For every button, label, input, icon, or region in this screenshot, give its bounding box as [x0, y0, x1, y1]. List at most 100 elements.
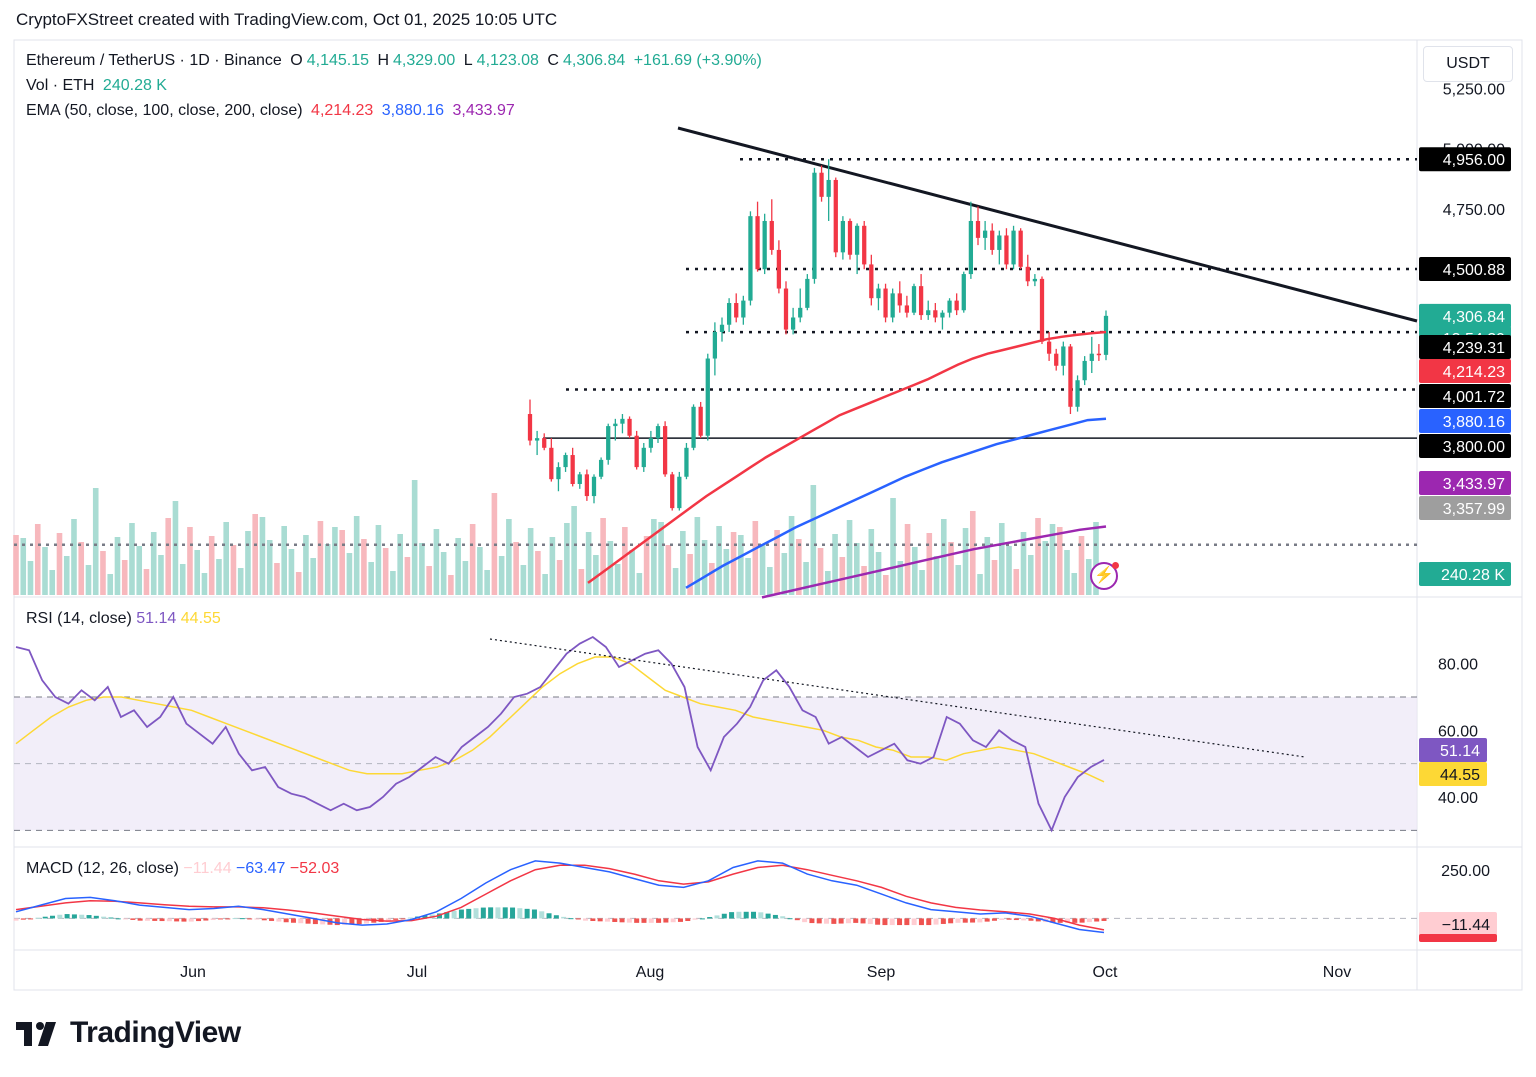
- volume-bar: [179, 564, 186, 595]
- macd-histogram-bar: [940, 918, 946, 924]
- macd-histogram-bar: [144, 918, 150, 921]
- time-tick-label: Oct: [1093, 964, 1118, 981]
- macd-histogram-bar: [510, 907, 516, 919]
- macd-histogram-bar: [400, 918, 406, 920]
- macd-histogram-bar: [721, 913, 727, 919]
- macd-histogram-bar: [897, 918, 903, 926]
- volume-bar: [390, 571, 396, 595]
- candle-body: [1018, 230, 1023, 267]
- volume-bar: [353, 516, 360, 595]
- candle-body: [1046, 341, 1052, 354]
- macd-histogram-bar: [312, 918, 318, 925]
- rsi-line: [15, 635, 1105, 833]
- close-value: 4,306.84: [562, 52, 626, 69]
- candle-body: [990, 230, 995, 250]
- time-tick-label: Sep: [867, 964, 896, 981]
- volume-bar: [295, 572, 302, 595]
- notification-dot: [1112, 562, 1119, 569]
- volume-bar: [549, 537, 556, 595]
- volume-bar: [767, 567, 773, 595]
- macd-histogram-bar: [809, 918, 815, 924]
- volume-bar: [42, 547, 48, 595]
- candle-body: [677, 476, 682, 509]
- price-tag-label: 240.28 K: [1441, 567, 1505, 584]
- volume-bar: [810, 485, 817, 595]
- volume-bar: [759, 544, 766, 595]
- macd-histogram-bar: [648, 918, 654, 923]
- candle-body: [897, 293, 902, 306]
- high-label: H: [377, 52, 390, 69]
- candle-body: [705, 358, 710, 436]
- macd-histogram-bar: [269, 918, 275, 921]
- candle-body: [684, 447, 689, 477]
- macd-histogram-bar: [743, 911, 749, 919]
- macd-histogram-bar: [86, 915, 92, 919]
- macd-histogram-bar: [166, 918, 172, 922]
- candle-body: [570, 455, 575, 484]
- volume-bar: [245, 531, 251, 595]
- volume-bar: [433, 529, 440, 595]
- volume-bar: [832, 534, 838, 595]
- rsi-ma-value: 44.55: [180, 610, 221, 627]
- candle-body: [734, 303, 739, 318]
- price-tag-label: 4,956.00: [1443, 152, 1505, 169]
- macd-histogram-bar: [962, 918, 968, 923]
- macd-legend[interactable]: MACD (12, 26, close) −11.44 −63.47 −52.0…: [26, 860, 339, 878]
- volume-bar: [774, 530, 780, 595]
- macd-histogram-bar: [991, 918, 997, 921]
- volume-bar: [600, 518, 606, 595]
- volume-bar: [520, 565, 527, 595]
- candle-body: [542, 438, 547, 448]
- macd-histogram-bar: [225, 918, 231, 920]
- volume-bar: [20, 538, 27, 595]
- macd-histogram-bar: [444, 912, 450, 919]
- macd-tag: [1419, 934, 1497, 942]
- ema50-value: 4,214.23: [311, 102, 374, 119]
- macd-histogram-bar: [882, 918, 888, 926]
- macd-histogram-bar: [261, 918, 267, 921]
- time-tick-label: Jun: [180, 964, 206, 981]
- candle-body: [961, 274, 966, 311]
- volume-bar: [752, 521, 759, 595]
- price-tag-label: 4,239.31: [1443, 340, 1505, 357]
- macd-histogram-bar: [1079, 918, 1085, 923]
- volume-bar: [1049, 524, 1056, 595]
- volume-bar: [288, 549, 295, 595]
- price-axis: 5,250.005,000.004,750.003,500.003,250.00…: [1419, 81, 1511, 942]
- volume-bar: [1027, 555, 1034, 595]
- macd-histogram-bar: [860, 918, 866, 924]
- macd-histogram-bar: [363, 918, 369, 924]
- volume-bar: [332, 527, 338, 595]
- ema-legend[interactable]: EMA (50, close, 100, close, 200, close) …: [26, 102, 519, 120]
- macd-histogram-bar: [772, 914, 778, 919]
- macd-histogram-bar: [948, 918, 954, 924]
- time-tick-label: Aug: [636, 964, 664, 981]
- macd-histogram-bar: [196, 918, 202, 922]
- candle-body: [1096, 353, 1102, 356]
- volume-bar: [92, 488, 99, 595]
- currency-button[interactable]: USDT: [1423, 46, 1513, 82]
- volume-bar: [419, 543, 425, 595]
- volume-bar: [121, 560, 128, 595]
- macd-histogram-bar: [780, 916, 786, 919]
- volume-bar: [955, 565, 962, 595]
- candle-body: [634, 435, 639, 468]
- volume-value: 240.28 K: [102, 77, 167, 94]
- symbol-legend[interactable]: Ethereum / TetherUS · 1D · Binance O 4,14…: [26, 52, 766, 70]
- volume-bar: [252, 514, 258, 595]
- macd-histogram-bar: [298, 918, 304, 924]
- candle-body: [790, 317, 796, 330]
- lightning-icon[interactable]: ⚡: [1090, 562, 1118, 590]
- candle-body: [527, 414, 533, 441]
- rsi-legend[interactable]: RSI (14, close) 51.14 44.55: [26, 610, 221, 628]
- candle-body: [1103, 315, 1109, 355]
- candle-body: [883, 288, 888, 318]
- candle-body: [982, 230, 988, 238]
- macd-label: MACD (12, 26, close): [26, 860, 179, 877]
- volume-legend[interactable]: Vol · ETH 240.28 K: [26, 77, 171, 95]
- volume-bar: [404, 557, 411, 595]
- volume-bar: [56, 533, 63, 595]
- volume-bar: [535, 551, 541, 595]
- candle-body: [854, 225, 860, 255]
- volume-bar: [984, 537, 991, 595]
